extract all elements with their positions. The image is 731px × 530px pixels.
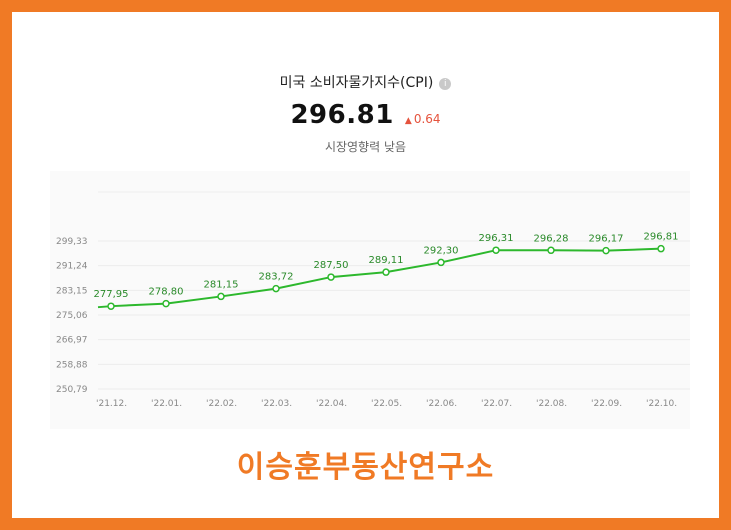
data-point [272,284,280,293]
market-influence: 시장영향력 낮음 [324,140,407,154]
x-tick-label: '22.02. [206,399,237,409]
chart-title-row: 미국 소비자물가지수(CPI) i [12,72,719,92]
x-tick-label: '22.09. [591,399,622,409]
y-tick-label: 291,24 [56,262,88,272]
data-point [602,246,610,255]
y-tick-label: 283,15 [56,286,88,296]
x-tick-label: '22.03. [261,399,292,409]
data-label: 281,15 [204,279,239,290]
x-tick-label: '22.04. [316,399,347,409]
x-tick-label: '22.08. [536,399,567,409]
value-row: 296.81 ▲ 0.64 [12,100,719,130]
data-label: 292,30 [424,245,459,256]
data-point [217,292,225,301]
y-tick-label: 299,33 [56,237,88,247]
chart-title: 미국 소비자물가지수(CPI) [279,75,434,91]
brand-footer: 이승훈부동산연구소 [236,450,495,485]
x-tick-label: '22.07. [481,399,512,409]
current-value: 296.81 [290,100,394,130]
x-tick-label: '22.10. [646,399,677,409]
up-arrow-icon: ▲ [404,116,412,126]
change-value: 0.64 [413,112,441,126]
x-tick-label: '21.12. [96,399,127,409]
data-point [382,268,390,276]
y-tick-label: 250,79 [56,385,88,395]
data-label: 283,72 [259,272,294,283]
series-line [97,247,662,309]
x-tick-label: '22.06. [426,399,457,409]
info-icon[interactable]: i [439,78,452,90]
data-label: 296,31 [479,233,514,244]
cpi-card: 미국 소비자물가지수(CPI) i 296.81 ▲ 0.64 시장영향력 낮음 2… [12,12,719,518]
data-point [547,246,555,255]
data-point [492,246,500,254]
data-point [107,302,115,310]
data-label: 296,17 [589,234,624,245]
data-point [162,299,170,308]
data-label: 296,81 [644,232,679,243]
data-point [437,258,445,267]
y-tick-label: 266,97 [56,336,88,346]
data-label: 287,50 [314,260,349,271]
data-label: 289,11 [369,255,404,266]
cpi-line-chart: 299,33 291,24 283,15 275,06 266,97 258,88 250,… [56,191,690,409]
change-indicator: ▲ 0.64 [405,112,441,126]
data-point [327,273,335,281]
x-tick-label: '22.05. [371,399,402,409]
data-label: 296,28 [534,233,569,244]
x-tick-label: '22.01. [151,399,182,409]
data-point [657,244,665,253]
data-label: 277,95 [94,289,129,300]
y-tick-label: 258,88 [56,360,88,370]
y-tick-label: 275,06 [56,311,88,321]
data-label: 278,80 [149,287,184,298]
chart-background [50,171,690,429]
